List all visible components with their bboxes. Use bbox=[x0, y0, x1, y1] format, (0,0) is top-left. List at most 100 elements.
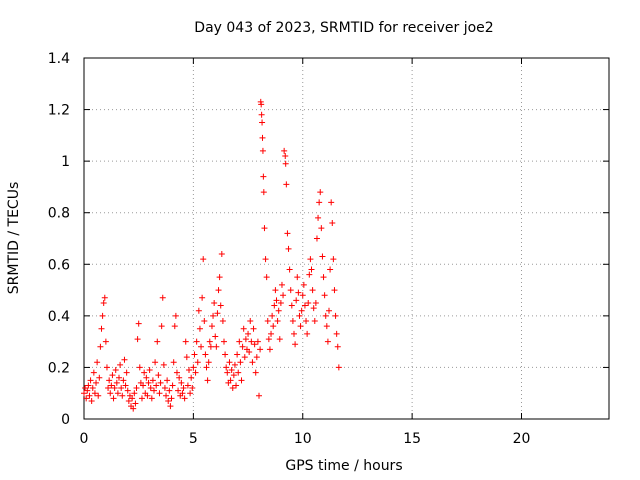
data-point bbox=[323, 323, 330, 330]
data-point bbox=[169, 382, 176, 389]
data-point bbox=[119, 392, 126, 399]
tick-labels: 0 5 10 15 20 0 0.2 0.4 0.6 0.8 1 1.2 1.4 bbox=[48, 51, 531, 447]
data-point bbox=[282, 152, 289, 159]
data-point bbox=[110, 395, 117, 402]
data-point bbox=[260, 173, 267, 180]
data-point bbox=[187, 390, 194, 397]
data-point bbox=[154, 338, 161, 345]
data-point bbox=[294, 274, 301, 281]
data-point bbox=[167, 403, 174, 410]
chart-title: Day 043 of 2023, SRMTID for receiver joe… bbox=[194, 20, 493, 36]
y-tick-label: 0.2 bbox=[48, 360, 70, 376]
data-point bbox=[105, 385, 112, 392]
data-point bbox=[86, 392, 93, 399]
data-point bbox=[274, 318, 281, 325]
data-point bbox=[271, 302, 278, 309]
data-point bbox=[234, 351, 241, 358]
data-point bbox=[282, 160, 289, 167]
data-point bbox=[118, 385, 125, 392]
data-point bbox=[138, 395, 145, 402]
data-point bbox=[261, 225, 268, 232]
data-point bbox=[212, 333, 219, 340]
data-point bbox=[170, 359, 177, 366]
data-point bbox=[85, 382, 92, 389]
data-point bbox=[95, 392, 102, 399]
data-point bbox=[291, 330, 297, 337]
data-point bbox=[248, 338, 255, 345]
data-point bbox=[199, 294, 206, 301]
data-point bbox=[264, 318, 271, 325]
data-point bbox=[206, 338, 213, 345]
plot-area-border bbox=[83, 57, 610, 420]
data-point bbox=[318, 225, 325, 232]
data-point bbox=[140, 382, 147, 389]
data-point bbox=[250, 325, 257, 332]
y-tick-label: 1.4 bbox=[48, 51, 70, 67]
data-point bbox=[90, 369, 97, 376]
data-point bbox=[133, 385, 140, 392]
data-point bbox=[235, 369, 242, 376]
data-point bbox=[143, 374, 150, 381]
data-point bbox=[281, 147, 288, 154]
data-point bbox=[303, 318, 310, 325]
data-point bbox=[288, 302, 295, 309]
data-point bbox=[306, 271, 313, 278]
data-point bbox=[157, 379, 164, 386]
data-point bbox=[151, 387, 157, 394]
data-point bbox=[313, 235, 320, 242]
data-point bbox=[101, 294, 108, 301]
data-point bbox=[275, 307, 282, 314]
data-point bbox=[148, 395, 155, 402]
data-point bbox=[132, 400, 139, 407]
data-point bbox=[258, 111, 265, 118]
data-point bbox=[135, 320, 142, 327]
data-point bbox=[192, 369, 199, 376]
data-point bbox=[163, 392, 170, 399]
data-point bbox=[222, 351, 229, 358]
data-point bbox=[256, 392, 262, 399]
data-point bbox=[204, 377, 211, 384]
data-point bbox=[320, 274, 327, 281]
data-point bbox=[293, 297, 300, 304]
data-point bbox=[181, 395, 188, 402]
data-point bbox=[242, 336, 249, 343]
data-point bbox=[287, 287, 294, 294]
data-point bbox=[262, 256, 269, 263]
data-point bbox=[221, 338, 227, 345]
data-point bbox=[184, 382, 191, 389]
data-point bbox=[285, 245, 292, 252]
data-point bbox=[229, 385, 236, 392]
data-point bbox=[96, 374, 103, 381]
data-point bbox=[315, 214, 322, 221]
data-point bbox=[331, 287, 338, 294]
data-point bbox=[172, 312, 179, 319]
data-point bbox=[193, 338, 200, 345]
x-tick-label: 0 bbox=[80, 431, 89, 447]
data-point bbox=[130, 405, 137, 412]
data-point bbox=[201, 318, 208, 325]
data-point bbox=[304, 330, 311, 337]
data-point bbox=[194, 359, 201, 366]
data-point bbox=[259, 147, 266, 154]
data-point bbox=[203, 364, 210, 371]
data-point bbox=[178, 379, 185, 386]
data-point bbox=[155, 372, 162, 379]
data-point bbox=[83, 395, 90, 402]
y-tick-label: 1 bbox=[61, 154, 70, 170]
data-point bbox=[238, 377, 245, 384]
data-point bbox=[319, 253, 326, 260]
data-point bbox=[239, 343, 246, 350]
data-point bbox=[272, 287, 279, 294]
data-point bbox=[263, 274, 270, 281]
data-point bbox=[286, 266, 293, 273]
data-point bbox=[198, 343, 205, 350]
y-axis-label: SRMTID / TECUs bbox=[6, 182, 22, 295]
data-point bbox=[144, 392, 151, 399]
data-point bbox=[152, 359, 159, 366]
data-point bbox=[335, 364, 342, 371]
data-point bbox=[113, 379, 120, 386]
x-tick-label: 20 bbox=[513, 431, 531, 447]
data-points bbox=[81, 98, 342, 412]
data-point bbox=[295, 289, 302, 296]
data-point bbox=[200, 256, 207, 263]
